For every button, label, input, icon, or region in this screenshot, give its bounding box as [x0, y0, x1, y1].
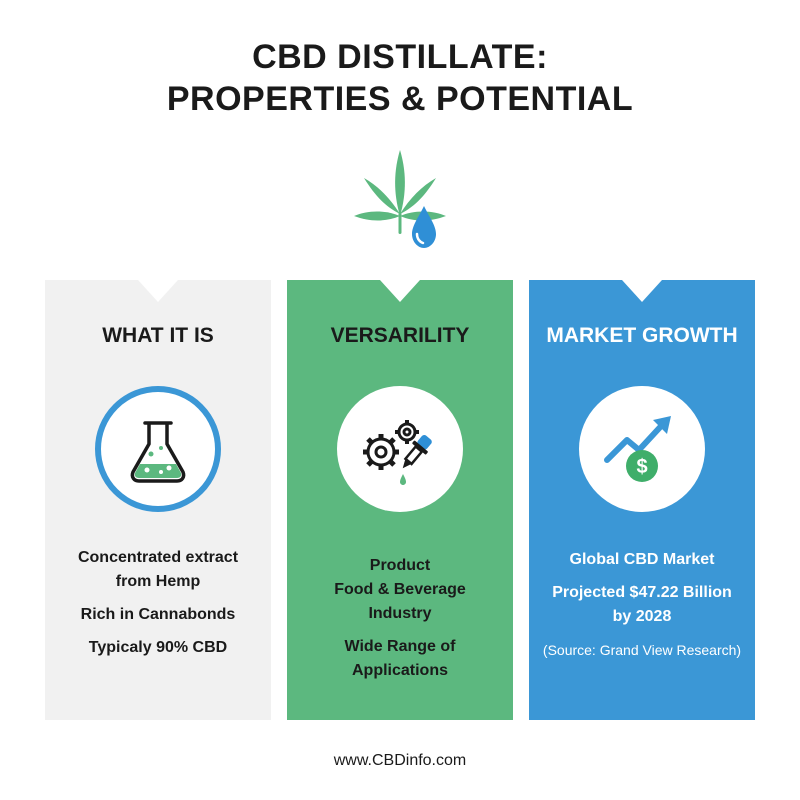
panel-versatility: VERSARILITY [287, 280, 513, 720]
panel-notch [138, 280, 178, 302]
text-line: Concentrated extract [77, 549, 239, 566]
panel-notch [380, 280, 420, 302]
text-line: Wide Range of [344, 638, 456, 655]
text-line: Product [369, 557, 431, 574]
panel-text: Global CBD Market Projected $47.22 Billi… [537, 548, 747, 662]
page-title-line-2: PROPERTIES & POTENTIAL [166, 80, 634, 118]
panel-title: WHAT IT IS [102, 324, 214, 347]
icon-circle [337, 386, 463, 512]
text-line: Typicaly 90% CBD [88, 639, 228, 656]
panel-what-it-is: WHAT IT IS Concentrated extract from Hem… [45, 280, 271, 720]
gears-dropper-icon [363, 420, 432, 485]
svg-text:$: $ [636, 456, 647, 478]
text-line: from Hemp [115, 573, 201, 590]
panel-market-growth: MARKET GROWTH $ Global CBD Market Projec… [529, 280, 755, 720]
text-line: by 2028 [612, 608, 672, 625]
panel-title: VERSARILITY [330, 324, 470, 347]
panel-notch [622, 280, 662, 302]
panel-title: MARKET GROWTH [546, 324, 738, 347]
cannabis-leaf-droplet-icon [354, 150, 446, 248]
icon-circle [95, 386, 221, 512]
page-title-line-1: CBD DISTILLATE: [252, 38, 548, 76]
footer-url[interactable]: www.CBDinfo.com [333, 752, 467, 769]
text-line: Rich in Cannabonds [80, 606, 236, 623]
page-title: CBD DISTILLATE: PROPERTIES & POTENTIAL [0, 36, 800, 120]
text-line: Projected $47.22 Billion [552, 584, 732, 601]
text-line: Industry [368, 605, 432, 622]
text-line: Applications [351, 662, 448, 679]
panel-text: Concentrated extract from Hemp Rich in C… [53, 546, 263, 660]
panel-text: Product Food & Beverage Industry Wide Ra… [295, 554, 505, 683]
text-line: Global CBD Market [569, 551, 715, 568]
growth-chart-dollar-icon: $ [604, 416, 671, 482]
icon-circle: $ [579, 386, 705, 512]
flask-icon [130, 421, 186, 483]
source-citation: (Source: Grand View Research) [542, 642, 742, 658]
text-line: Food & Beverage [334, 581, 466, 598]
